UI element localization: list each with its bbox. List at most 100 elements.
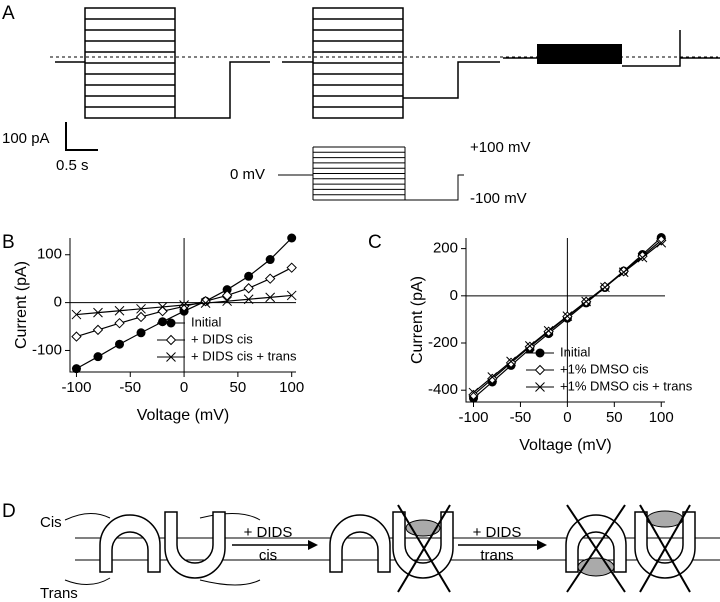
protocol-max: +100 mV (470, 139, 530, 156)
marker (656, 237, 667, 248)
y-tick-label: -100 (32, 341, 62, 358)
y-axis-label: Current (pA) (409, 276, 426, 364)
y-axis-label: Current (pA) (13, 261, 30, 349)
scale-bar (65, 122, 98, 151)
marker (600, 282, 610, 293)
marker (562, 311, 573, 321)
legend-marker (534, 364, 546, 376)
marker (286, 290, 297, 301)
legend-label: + DIDS cis + trans (191, 348, 297, 363)
step-label: trans (480, 547, 513, 564)
marker (487, 373, 498, 385)
marker (158, 317, 168, 327)
x-tick-label: 0 (563, 409, 571, 426)
y-tick-label: -400 (428, 381, 458, 398)
marker (136, 303, 146, 314)
legend-label: + DIDS cis (191, 331, 253, 346)
marker (524, 340, 535, 351)
marker (93, 352, 103, 362)
marker (581, 296, 592, 307)
legend-label: +1% DMSO cis + trans (560, 378, 693, 393)
scale-current: 100 pA (2, 130, 50, 147)
x-tick-label: 50 (606, 409, 623, 426)
panel-label: C (368, 232, 382, 253)
y-tick-label: -200 (428, 334, 458, 351)
marker (222, 296, 232, 307)
channel (565, 514, 627, 573)
marker (92, 324, 104, 336)
x-tick-label: -100 (61, 379, 91, 396)
noisy-trace (537, 44, 622, 64)
step-label: cis (259, 547, 277, 564)
legend-label: +1% DMSO cis (560, 361, 649, 376)
chart: C -100 -50 0 50 100 -400 -200 0 200 Voltage (mV) Cu… (368, 232, 693, 454)
axis (69, 238, 296, 373)
panel-label: A (2, 3, 15, 24)
marker (93, 307, 103, 318)
marker (265, 292, 276, 303)
legend-marker (165, 334, 177, 346)
legend-label: Initial (560, 344, 590, 359)
channel (392, 511, 454, 579)
x-tick-label: -50 (510, 409, 532, 426)
x-axis-label: Voltage (mV) (137, 407, 229, 424)
channel (634, 511, 696, 579)
marker (243, 294, 254, 305)
marker (286, 262, 297, 273)
marker (244, 271, 254, 281)
marker (222, 285, 232, 295)
legend-marker (535, 382, 545, 392)
channel (99, 514, 161, 573)
chart: B -100 -50 0 50 100 -100 0 100 Voltage (mV) Curren… (2, 232, 304, 424)
trace (55, 7, 270, 119)
marker (506, 356, 516, 367)
marker (157, 306, 168, 317)
y-tick-label: 0 (54, 294, 62, 311)
marker (487, 372, 498, 382)
panel-d: D Cis Trans + DIDS cis + DIDS trans (2, 501, 720, 602)
panel-label: B (2, 232, 15, 253)
marker (264, 273, 276, 284)
step-label: + DIDS (244, 524, 293, 541)
marker (243, 283, 254, 294)
y-tick-label: 100 (37, 246, 62, 263)
marker (221, 290, 233, 301)
y-tick-label: 0 (450, 287, 458, 304)
marker (71, 364, 81, 374)
marker (543, 325, 554, 336)
channel (329, 514, 391, 573)
x-axis-label: Voltage (mV) (519, 437, 611, 454)
marker (114, 305, 125, 316)
marker (135, 311, 147, 323)
axis (465, 238, 665, 403)
marker (505, 357, 517, 369)
protocol-holding: 0 mV (230, 166, 265, 183)
protocol-baseline (278, 174, 464, 201)
channel (164, 511, 226, 579)
protocol-steps (312, 146, 406, 201)
marker (71, 309, 82, 320)
marker (287, 233, 297, 243)
x-tick-label: 100 (279, 379, 304, 396)
x-tick-label: -50 (119, 379, 141, 396)
marker (179, 300, 189, 310)
side-label: Cis (40, 514, 62, 531)
marker (265, 255, 275, 265)
legend-label: Initial (191, 314, 221, 329)
x-tick-label: 50 (230, 379, 247, 396)
marker (157, 302, 168, 312)
side-label: Trans (40, 585, 78, 602)
scale-time: 0.5 s (56, 157, 89, 174)
lipid-line (64, 513, 261, 586)
marker (115, 339, 125, 349)
marker (618, 267, 629, 278)
x-tick-label: 0 (180, 379, 188, 396)
trace (503, 30, 720, 67)
marker (136, 328, 146, 338)
marker (200, 298, 211, 308)
marker (114, 317, 125, 329)
y-tick-label: 200 (433, 240, 458, 257)
legend-marker (535, 348, 545, 358)
protocol-min: -100 mV (470, 190, 527, 207)
legend-marker (166, 318, 176, 328)
